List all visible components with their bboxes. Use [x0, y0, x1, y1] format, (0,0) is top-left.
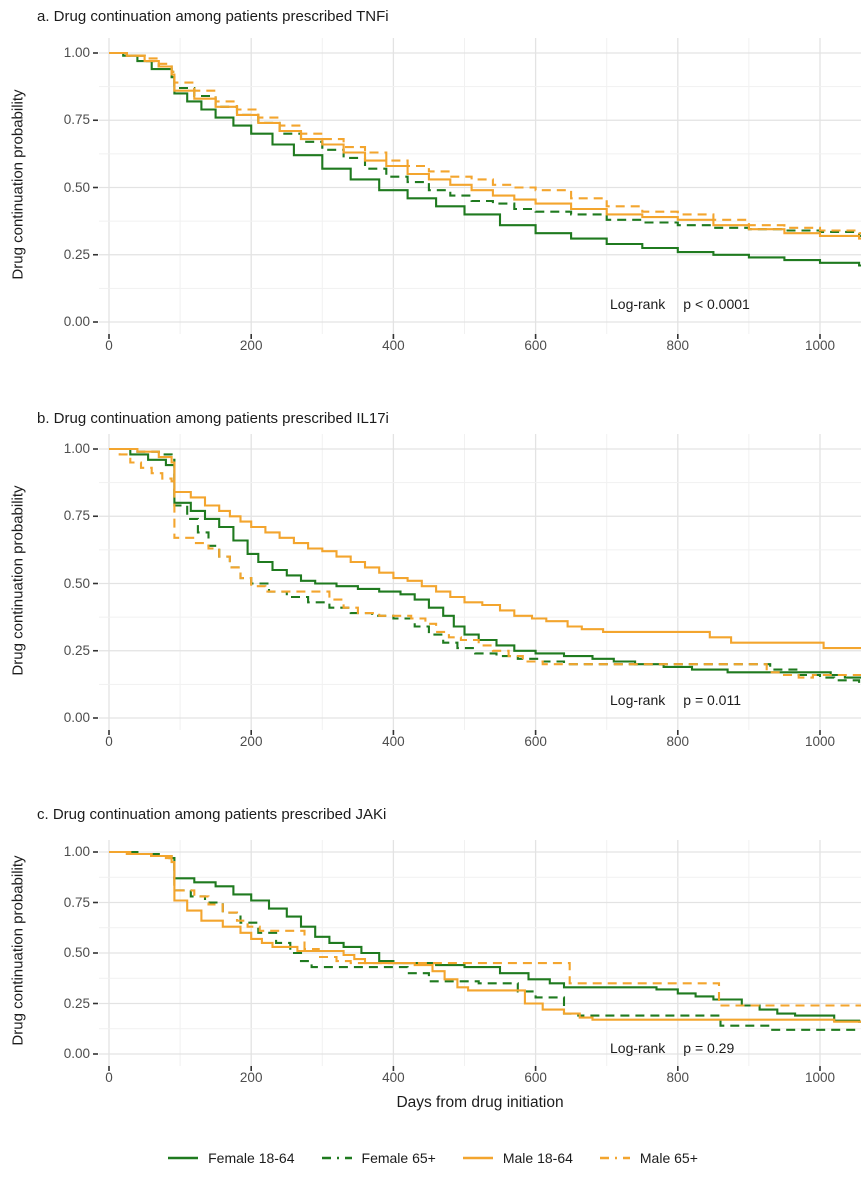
y-tick-label: 0.25	[63, 995, 90, 1011]
x-tick-label: 600	[524, 338, 547, 353]
km-curve-male-18-64	[109, 850, 861, 1023]
x-tick-label: 0	[105, 734, 113, 749]
logrank-label: Log-rank	[610, 692, 666, 708]
km-curve-female-18-64	[109, 51, 861, 267]
legend-item-male-65-: Male 65+	[599, 1150, 698, 1166]
km-plot-c	[93, 840, 861, 1071]
legend-label: Male 18-64	[502, 1150, 573, 1166]
x-tick-label: 0	[105, 338, 113, 353]
logrank-label: Log-rank	[610, 1040, 666, 1056]
y-tick-label: 0.50	[63, 575, 90, 591]
km-curve-male-65-	[109, 447, 861, 679]
legend-key-solid-line-icon	[168, 1156, 199, 1160]
y-tick-label: 0.00	[63, 710, 90, 725]
legend-label: Male 65+	[639, 1150, 698, 1166]
y-tick-label: 0.50	[63, 945, 90, 960]
x-tick-label: 800	[666, 1070, 690, 1085]
x-tick-label: 1000	[804, 338, 836, 353]
x-tick-label: 200	[239, 1070, 263, 1085]
y-tick-label: 0.00	[63, 1046, 90, 1061]
x-tick-label: 600	[524, 1070, 547, 1085]
y-tick-label: 1.00	[63, 844, 90, 859]
km-curve-male-18-64	[109, 51, 861, 240]
legend-label: Female 65+	[361, 1150, 436, 1166]
x-tick-label: 800	[666, 734, 690, 749]
panel-c-title: c. Drug continuation among patients pres…	[37, 806, 387, 823]
p-value: p = 0.011	[683, 692, 742, 708]
p-value: p < 0.0001	[683, 296, 750, 312]
p-value: p = 0.29	[683, 1040, 735, 1056]
legend-key-dashed-line-icon	[321, 1156, 352, 1160]
y-tick-label: 0.25	[63, 642, 90, 658]
x-tick-label: 400	[382, 1070, 405, 1085]
x-tick-label: 1000	[804, 734, 836, 749]
x-tick-label: 400	[382, 734, 405, 749]
panel-c-logrank-annotation: Log-rank p = 0.29	[610, 1040, 734, 1056]
legend-key-solid-line-icon	[462, 1156, 493, 1160]
x-axis-title: Days from drug initiation	[396, 1094, 564, 1111]
km-plot-a	[93, 38, 861, 339]
panel-a-title: a. Drug continuation among patients pres…	[37, 8, 389, 25]
y-tick-label: 1.00	[63, 45, 90, 60]
km-plot-b	[93, 434, 861, 735]
y-tick-label: 0.75	[63, 112, 90, 128]
panel-c: c. Drug continuation among patients pres…	[0, 790, 865, 1128]
panel-a-logrank-annotation: Log-rank p < 0.0001	[610, 296, 750, 312]
legend-item-female-18-64: Female 18-64	[167, 1150, 295, 1166]
x-tick-label: 200	[239, 338, 263, 353]
x-tick-label: 1000	[804, 1070, 836, 1085]
km-curve-male-65-	[109, 51, 861, 235]
y-tick-label: 1.00	[63, 441, 90, 456]
panel-b-title: b. Drug continuation among patients pres…	[37, 410, 389, 427]
km-curve-female-65-	[109, 447, 861, 685]
km-curve-male-65-	[109, 850, 861, 1007]
x-tick-label: 0	[105, 1070, 113, 1085]
panel-a: a. Drug continuation among patients pres…	[0, 0, 865, 396]
x-tick-label: 800	[666, 338, 690, 353]
legend-label: Female 18-64	[208, 1150, 295, 1166]
x-tick-label: 400	[382, 338, 405, 353]
x-tick-label: 600	[524, 734, 547, 749]
legend-key-dashed-line-icon	[599, 1156, 630, 1160]
logrank-label: Log-rank	[610, 296, 666, 312]
panel-b-logrank-annotation: Log-rank p = 0.011	[610, 692, 741, 708]
y-tick-label: 0.75	[63, 894, 90, 910]
legend-item-female-65-: Female 65+	[321, 1150, 436, 1166]
y-tick-label: 0.00	[63, 314, 90, 329]
y-tick-label: 0.75	[63, 508, 90, 524]
legend-item-male-18-64: Male 18-64	[462, 1150, 573, 1166]
figure-legend: Female 18-64 Female 65+ Male 18-64 Male 65+	[0, 1128, 865, 1188]
panel-b: b. Drug continuation among patients pres…	[0, 396, 865, 790]
y-tick-label: 0.25	[63, 246, 90, 262]
km-curve-female-65-	[109, 51, 861, 237]
x-tick-label: 200	[239, 734, 263, 749]
km-curve-male-18-64	[109, 447, 861, 650]
y-tick-label: 0.50	[63, 179, 90, 195]
